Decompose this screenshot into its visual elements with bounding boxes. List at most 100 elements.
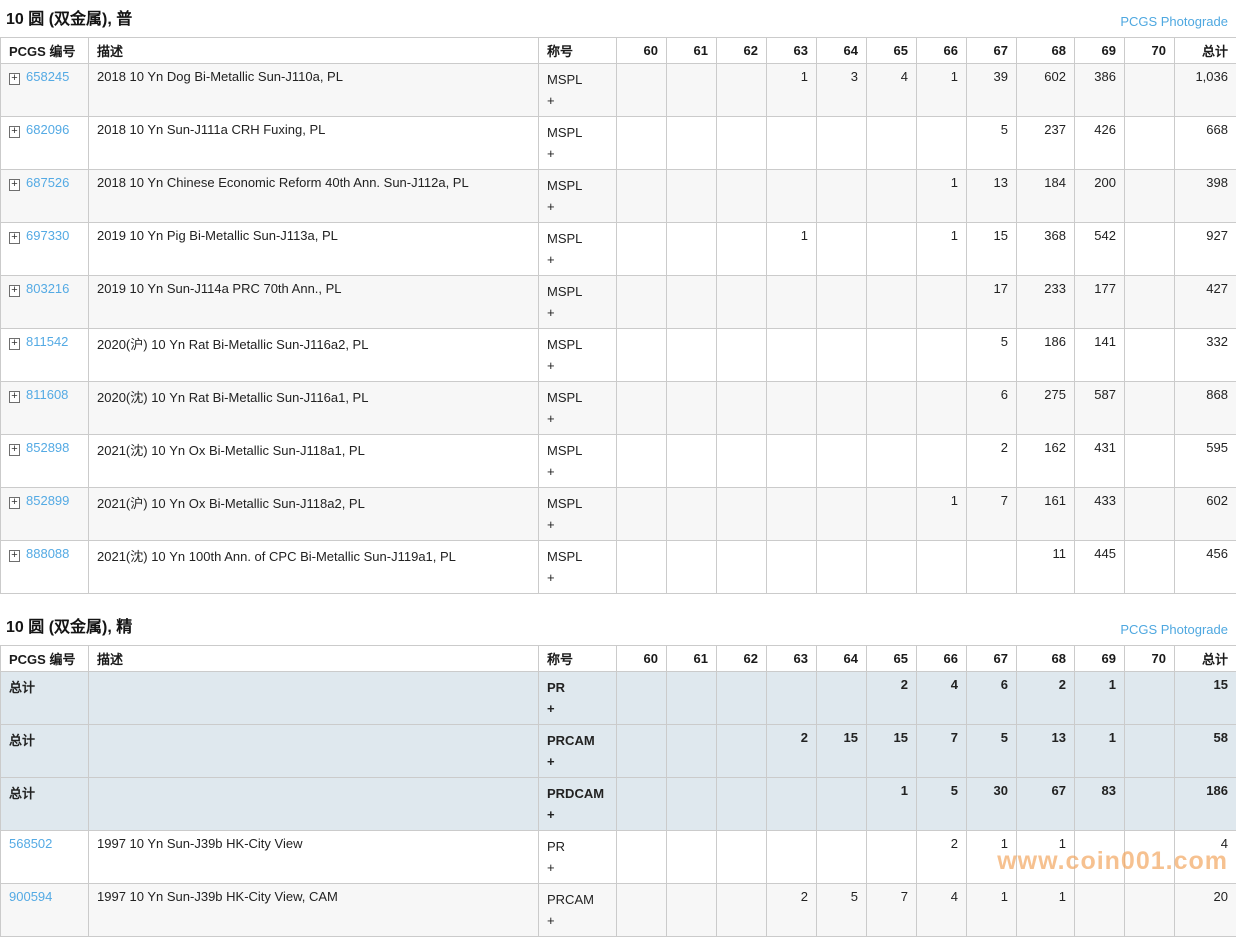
grade-61-cell: [667, 170, 717, 223]
total-cell: 668: [1175, 117, 1236, 170]
grade-62-cell: [717, 170, 767, 223]
pcgs-number-cell: 总计: [1, 672, 89, 725]
grade-63-cell: [767, 672, 817, 725]
grade-68-cell: 186: [1017, 329, 1075, 382]
designation-cell: MSPL+: [539, 170, 617, 223]
pcgs-number-link[interactable]: 811608: [26, 387, 68, 402]
grade-61-cell: [667, 488, 717, 541]
grade-66-cell: 5: [917, 778, 967, 831]
grade-63-cell: [767, 329, 817, 382]
grade-60-cell: [617, 382, 667, 435]
grade-61-cell: [667, 276, 717, 329]
grade-69-cell: 542: [1075, 223, 1125, 276]
coin-description: 1997 10 Yn Sun-J39b HK-City View: [89, 831, 539, 884]
pcgs-number-link[interactable]: 687526: [26, 175, 69, 190]
grade-66-cell: 4: [917, 884, 967, 937]
designation-label: MSPL: [547, 175, 608, 196]
grade-70-cell: [1125, 329, 1175, 382]
grade-66-cell: [917, 329, 967, 382]
pcgs-photograde-link[interactable]: PCGS Photograde: [1120, 622, 1228, 637]
plus-box-expand-icon[interactable]: +: [9, 73, 20, 85]
grade-61-cell: [667, 831, 717, 884]
grade-63-cell: [767, 435, 817, 488]
grade-62-cell: [717, 884, 767, 937]
grade-65-cell: [867, 223, 917, 276]
col-header-description: 描述: [89, 38, 539, 64]
pcgs-number-cell: +852898: [1, 435, 89, 488]
grade-67-cell: 13: [967, 170, 1017, 223]
grade-69-cell: 83: [1075, 778, 1125, 831]
pcgs-number-link[interactable]: 568502: [9, 836, 52, 851]
plus-box-expand-icon[interactable]: +: [9, 126, 20, 138]
pcgs-number-link[interactable]: 900594: [9, 889, 52, 904]
pcgs-number-link[interactable]: 803216: [26, 281, 69, 296]
grade-65-cell: [867, 488, 917, 541]
grade-63-cell: [767, 778, 817, 831]
grade-61-cell: [667, 117, 717, 170]
grade-68-cell: 2: [1017, 672, 1075, 725]
grade-65-cell: [867, 117, 917, 170]
pcgs-number-link[interactable]: 697330: [26, 228, 69, 243]
col-header-grade-70: 70: [1125, 646, 1175, 672]
coin-description: 2020(沈) 10 Yn Rat Bi-Metallic Sun-J116a1…: [89, 382, 539, 435]
grade-60-cell: [617, 541, 667, 594]
col-header-grade-69: 69: [1075, 38, 1125, 64]
coin-description: [89, 672, 539, 725]
grade-70-cell: [1125, 672, 1175, 725]
col-header-grade-61: 61: [667, 646, 717, 672]
section-header: 10 圆 (双金属), 精 PCGS Photograde: [0, 608, 1236, 645]
total-cell: 20: [1175, 884, 1236, 937]
grade-70-cell: [1125, 223, 1175, 276]
pcgs-number-link[interactable]: 888088: [26, 546, 69, 561]
plus-box-expand-icon[interactable]: +: [9, 285, 20, 297]
plus-box-expand-icon[interactable]: +: [9, 338, 20, 350]
designation-label: MSPL: [547, 281, 608, 302]
plus-box-expand-icon[interactable]: +: [9, 497, 20, 509]
grade-65-cell: [867, 831, 917, 884]
designation-label: PRDCAM: [547, 783, 608, 804]
pcgs-number-link[interactable]: 852899: [26, 493, 69, 508]
pcgs-number-cell: +687526: [1, 170, 89, 223]
col-header-description: 描述: [89, 646, 539, 672]
pcgs-number-link[interactable]: 682096: [26, 122, 69, 137]
pcgs-number-link[interactable]: 658245: [26, 69, 69, 84]
grade-67-cell: 5: [967, 725, 1017, 778]
total-cell: 868: [1175, 382, 1236, 435]
pcgs-number-link[interactable]: 852898: [26, 440, 69, 455]
grade-65-cell: [867, 276, 917, 329]
designation-cell: PRCAM+: [539, 884, 617, 937]
grade-66-cell: 2: [917, 831, 967, 884]
col-header-grade-70: 70: [1125, 38, 1175, 64]
section-title: 10 圆 (双金属), 精: [6, 613, 132, 637]
grade-70-cell: [1125, 488, 1175, 541]
grade-65-cell: 1: [867, 778, 917, 831]
grade-68-cell: 67: [1017, 778, 1075, 831]
grade-69-cell: 426: [1075, 117, 1125, 170]
designation-cell: PRCAM+: [539, 725, 617, 778]
designation-label: MSPL: [547, 440, 608, 461]
grade-60-cell: [617, 64, 667, 117]
plus-box-expand-icon[interactable]: +: [9, 391, 20, 403]
col-header-grade-64: 64: [817, 646, 867, 672]
grade-65-cell: [867, 170, 917, 223]
grade-60-cell: [617, 117, 667, 170]
grade-69-cell: 141: [1075, 329, 1125, 382]
plus-box-expand-icon[interactable]: +: [9, 179, 20, 191]
plus-box-expand-icon[interactable]: +: [9, 550, 20, 562]
designation-cell: MSPL+: [539, 382, 617, 435]
pcgs-number-link[interactable]: 811542: [26, 334, 68, 349]
section-title: 10 圆 (双金属), 普: [6, 5, 132, 29]
pcgs-number-cell: +852899: [1, 488, 89, 541]
total-cell: 4: [1175, 831, 1236, 884]
pcgs-photograde-link[interactable]: PCGS Photograde: [1120, 14, 1228, 29]
plus-box-expand-icon[interactable]: +: [9, 232, 20, 244]
pcgs-number-cell: 900594: [1, 884, 89, 937]
section-header: 10 圆 (双金属), 普 PCGS Photograde: [0, 0, 1236, 37]
grade-70-cell: [1125, 778, 1175, 831]
total-cell: 1,036: [1175, 64, 1236, 117]
plus-box-expand-icon[interactable]: +: [9, 444, 20, 456]
